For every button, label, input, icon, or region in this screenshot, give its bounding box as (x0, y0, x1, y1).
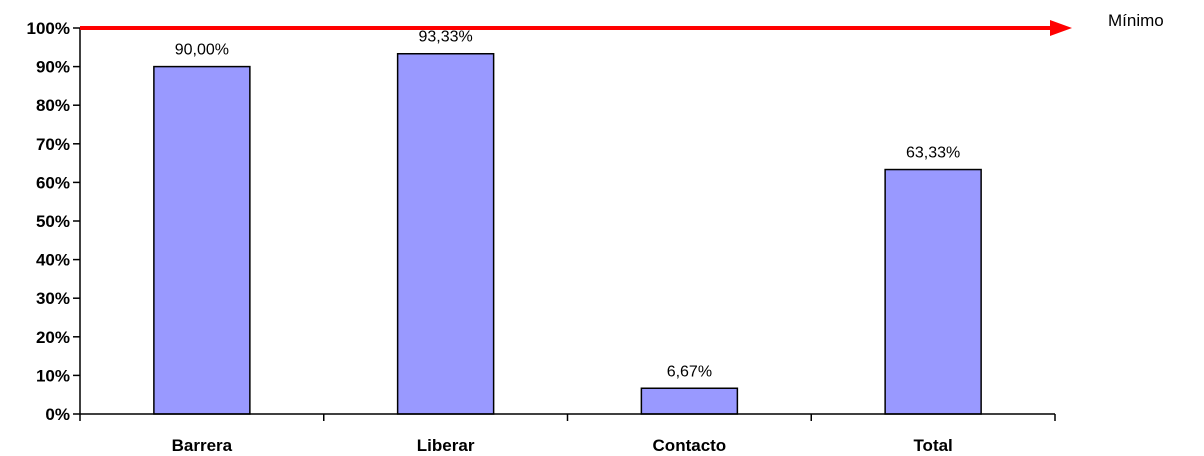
y-tick-label: 10% (36, 366, 70, 385)
y-tick-label: 80% (36, 96, 70, 115)
data-label: 6,67% (667, 363, 712, 380)
y-tick-label: 40% (36, 251, 70, 270)
arrow-head-icon (1050, 20, 1072, 36)
bar-barrera (153, 65, 251, 415)
y-tick-label: 20% (36, 328, 70, 347)
bars: 90,00% 93,33% 6,67% 63,33% (153, 29, 982, 415)
bar-contacto (640, 387, 739, 415)
y-axis-ticks: 0% 10% 20% 30% 40% 50% 60% 70% 80% 90% 100% (27, 19, 80, 424)
data-label: 90,00% (175, 42, 229, 59)
y-tick-label: 100% (27, 19, 70, 38)
bar-liberar (396, 52, 495, 415)
y-tick-label: 0% (45, 405, 70, 424)
x-category-label: Contacto (653, 436, 727, 455)
y-tick-label: 30% (36, 289, 70, 308)
reference-line-label: Mínimo (1108, 11, 1164, 30)
bar-total (884, 168, 982, 415)
y-tick-label: 50% (36, 212, 70, 231)
x-category-label: Barrera (172, 436, 233, 455)
minimum-reference-line: Mínimo (80, 11, 1164, 36)
y-tick-label: 70% (36, 135, 70, 154)
x-category-label: Total (913, 436, 952, 455)
x-category-label: Liberar (417, 436, 475, 455)
data-label: 93,33% (418, 29, 472, 46)
y-tick-label: 60% (36, 173, 70, 192)
x-axis-ticks: Barrera Liberar Contacto Total (79, 414, 1056, 455)
data-label: 63,33% (906, 145, 960, 162)
y-tick-label: 90% (36, 58, 70, 77)
